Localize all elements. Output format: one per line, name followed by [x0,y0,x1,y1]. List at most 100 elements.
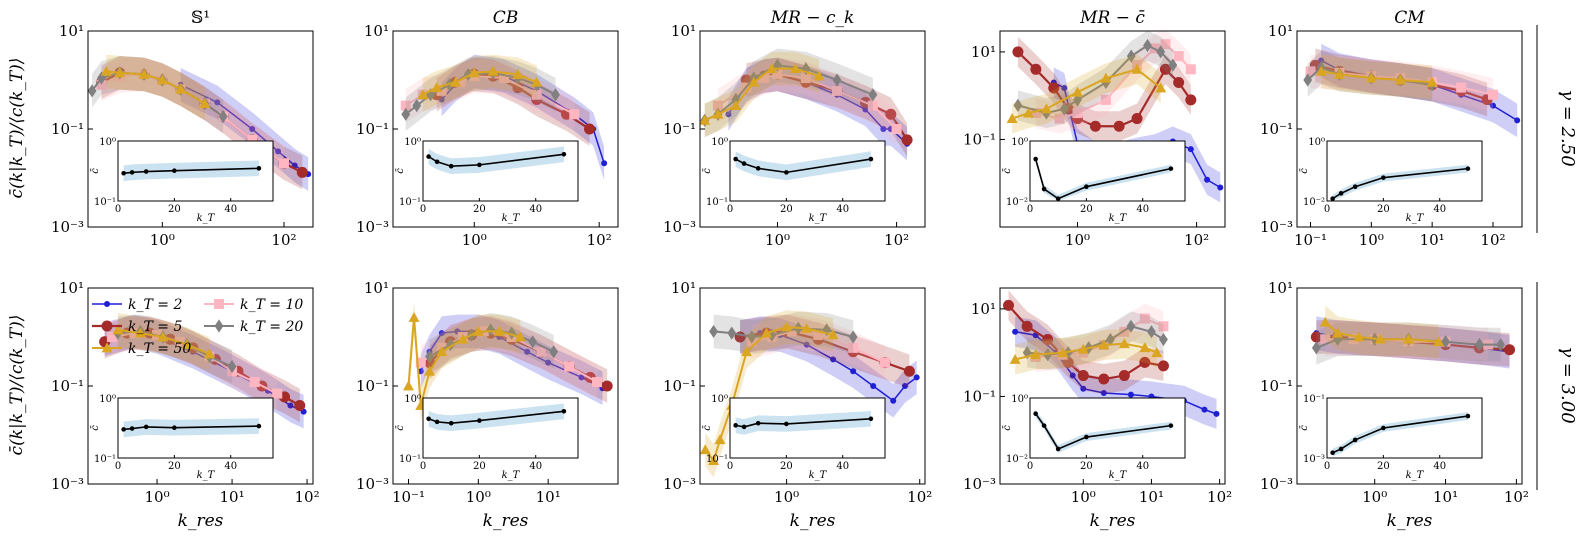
inset-x-tick-label: 20 [168,204,181,215]
data-point [1332,327,1344,338]
series-band-0 [728,57,908,161]
data-point [1006,113,1018,123]
x-tick-label: 10¹ [220,488,245,506]
series-band-4 [422,54,537,112]
data-point [1334,68,1346,79]
data-point [486,323,496,337]
inset-y-tick-label: 10⁻² [1006,197,1028,208]
inset-y-tick-label: 10⁻² [1006,454,1028,465]
inset-point [121,427,126,432]
inset-x-label: k_T [502,470,521,481]
y-tick-label: 10¹ [59,279,84,297]
inset: 10⁻¹ 10⁰ 0 20 40 k_T c̄ [395,394,579,481]
data-point [512,68,524,79]
data-point [412,99,422,113]
x-axis-label: k_res [178,511,224,531]
data-point [1173,51,1184,62]
inset-point [755,420,761,426]
inset-y-tick-label: 10⁻² [1303,197,1325,208]
inset: 10⁻¹ 10⁰ 0 20 40 k_T c̄ [395,137,579,224]
data-point [275,148,282,155]
data-point [401,107,411,121]
data-point [1489,102,1496,109]
inset-point [741,424,747,430]
series-line-4 [1014,342,1158,361]
data-point [1106,332,1115,347]
data-point [436,346,448,357]
inset-band [1035,409,1171,453]
data-point [1496,337,1506,352]
data-point [827,329,839,340]
inset-x-tick-label: 0 [420,204,426,215]
data-point [1514,117,1521,124]
data-point [524,348,531,355]
data-point [714,434,726,445]
data-point [913,374,920,381]
data-point [425,349,434,364]
panel-title: 𝕊¹ [191,8,210,28]
data-point [730,100,742,111]
y-tick-label: 10⁻¹ [51,120,84,138]
data-point [1131,63,1143,74]
inset-point [143,424,149,430]
panel-5: 10⁻³ 10⁻¹ 10¹ 10⁰ 10¹ 10² k_res 10⁻¹ 10⁰ 0 20 40 k_T… [51,279,320,531]
data-point [100,65,112,76]
data-point [759,72,770,83]
x-tick-label: 10⁰ [150,231,175,249]
data-point [1394,74,1406,85]
inset-y-tick-label: 10⁰ [1308,137,1325,148]
inset-y-tick-label: 10⁰ [711,394,728,405]
inset-x-tick-label: 40 [1433,204,1446,215]
data-point [424,365,436,376]
y-tick-label: 10⁻¹ [663,120,696,138]
inset-y-label: c̄ [1299,425,1310,431]
data-point [1012,46,1024,58]
data-point [832,85,843,96]
inset-y-label: c̄ [395,168,406,174]
data-point [1147,325,1156,339]
data-point [868,88,878,102]
x-tick-label: 10² [1480,231,1505,249]
inset-x-tick-label: 40 [1136,204,1149,215]
series-band-0 [180,67,309,191]
data-point [156,74,168,85]
data-point [1022,107,1034,118]
inset-y-tick-label: 10⁻¹ [399,197,421,208]
inset-y-label: c̄ [90,168,101,174]
data-point [1119,326,1130,337]
x-tick-label: 10⁰ [1071,488,1096,506]
data-point [1159,63,1171,75]
inset-y-label: c̄ [1299,168,1310,174]
y-tick-label: 10⁻¹ [51,377,84,395]
inset-x-tick-label: 20 [1080,461,1093,472]
data-point [249,126,256,132]
series-band-4 [705,310,834,478]
inset-x-tick-label: 0 [115,461,121,472]
panel-title: MR − c_k [770,8,855,28]
data-point [218,109,228,124]
inset-x-tick-label: 40 [224,461,237,472]
x-tick-label: 10⁻¹ [392,488,425,506]
data-point [1100,389,1107,396]
inset-x-label: k_T [809,213,828,224]
data-point [1204,176,1211,183]
series-band-0 [1321,43,1518,138]
data-point [830,356,837,363]
data-point [1303,73,1313,87]
legend-label: k_T = 50 [128,341,191,357]
data-point [536,346,547,357]
data-point [1168,58,1178,72]
x-tick-label: 10⁰ [145,488,170,506]
inset-y-label: c̄ [1002,425,1013,431]
data-point [848,342,859,353]
inset-x-tick-label: 40 [529,461,542,472]
data-point [1305,66,1316,77]
legend-marker [214,319,224,333]
data-point [247,134,258,145]
data-point [1160,39,1171,50]
data-point [507,326,517,340]
data-point [712,108,724,119]
inset: 10⁻¹ 10⁰ 0 20 40 k_T c̄ [90,394,274,481]
data-point [1071,86,1083,97]
inset-band [1035,155,1171,201]
